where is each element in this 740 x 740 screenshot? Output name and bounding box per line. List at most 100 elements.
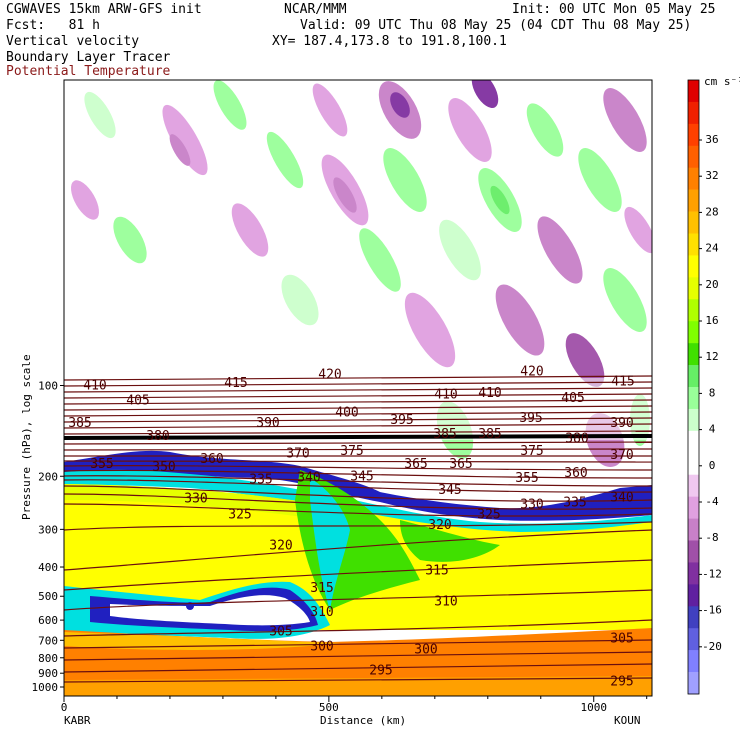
colorbar-label: -8: [705, 531, 718, 544]
header-org: NCAR/MMM: [284, 2, 347, 17]
field-vertical-velocity: Vertical velocity: [6, 34, 140, 49]
colorbar-cell: [688, 211, 699, 234]
theta-label: 355: [90, 457, 113, 472]
x-axis: 0 500 1000: [61, 696, 648, 714]
theta-label: 405: [561, 391, 584, 406]
colorbar-cell: [688, 365, 699, 388]
colorbar-cell: [688, 606, 699, 629]
y-tick-label: 400: [38, 561, 58, 574]
colorbar-label: 0: [709, 459, 716, 472]
colorbar-label: 16: [705, 314, 718, 327]
x-tick-label: 0: [61, 701, 68, 714]
theta-label: 385: [68, 416, 91, 431]
theta-label: 410: [83, 379, 106, 394]
theta-label: 370: [286, 446, 309, 461]
colorbar-label: 24: [705, 242, 719, 255]
colorbar-label: 20: [705, 278, 718, 291]
theta-label: 385: [478, 427, 501, 442]
theta-label: 335: [249, 472, 272, 487]
colorbar-cell: [688, 80, 699, 103]
colorbar-cell: [688, 321, 699, 344]
colorbar-cell: [688, 189, 699, 212]
colorbar-cell: [688, 167, 699, 190]
colorbar-cell: [688, 277, 699, 300]
theta-label: 360: [200, 452, 223, 467]
theta-label: 340: [297, 471, 320, 486]
theta-label: 415: [224, 376, 247, 391]
theta-label: 370: [610, 448, 633, 463]
y-axis-label: Pressure (hPa), log scale: [20, 354, 33, 520]
y-tick-label: 500: [38, 590, 58, 603]
theta-label: 410: [478, 386, 501, 401]
colorbar-label: 32: [705, 169, 718, 182]
colorbar-cell: [688, 628, 699, 651]
colorbar: 36 32 28 24 20 16 12 8 4 0 -4 -8 -12 -16 -20: [687, 79, 722, 695]
theta-label: 380: [146, 429, 169, 444]
colorbar-cell: [688, 387, 699, 410]
theta-label: 350: [152, 460, 175, 475]
theta-label: 375: [340, 444, 363, 459]
theta-label: 390: [610, 416, 633, 431]
theta-label: 385: [433, 427, 456, 442]
theta-label: 305: [610, 631, 633, 646]
colorbar-label: -20: [702, 640, 722, 653]
colorbar-cell: [688, 408, 699, 432]
theta-label: 400: [335, 406, 358, 421]
theta-label: 295: [610, 675, 633, 690]
theta-label: 365: [449, 457, 472, 472]
theta-label: 325: [228, 508, 251, 523]
theta-label: 320: [428, 518, 451, 533]
theta-label: 315: [310, 581, 333, 596]
y-tick-label: 600: [38, 614, 58, 627]
colorbar-cell: [688, 343, 699, 366]
colorbar-label: 8: [709, 386, 716, 399]
colorbar-label: 36: [705, 133, 718, 146]
colorbar-unit: cm s⁻¹: [704, 75, 740, 88]
theta-label: 295: [369, 663, 392, 678]
header-fcst: Fcst: 81 h: [6, 18, 100, 33]
field-boundary-layer-tracer: Boundary Layer Tracer: [6, 50, 171, 65]
theta-label: 390: [256, 416, 279, 431]
colorbar-label: -4: [705, 495, 719, 508]
colorbar-cell: [688, 672, 699, 695]
x-tick-label: 500: [319, 701, 339, 714]
theta-label: 300: [414, 642, 437, 657]
header-title: CGWAVES 15km ARW-GFS init: [6, 2, 202, 17]
colorbar-cell: [688, 650, 699, 673]
colorbar-cell: [688, 474, 699, 497]
theta-label: 365: [404, 457, 427, 472]
colorbar-label: -12: [702, 567, 722, 580]
theta-label: 360: [564, 466, 587, 481]
x-tick-label: 1000: [580, 701, 607, 714]
colorbar-label: 12: [705, 350, 718, 363]
header-xy: XY= 187.4,173.8 to 191.8,100.1: [272, 34, 507, 49]
colorbar-cell: [688, 518, 699, 541]
potential-temperature-labels: 410 405 415 420 420 415 410 410 405 400 395 395 390 3…: [68, 365, 634, 690]
theta-label: 420: [318, 368, 341, 383]
theta-label: 395: [390, 413, 413, 428]
theta-label: 330: [184, 491, 207, 506]
theta-label: 315: [425, 563, 448, 578]
theta-label: 375: [520, 444, 543, 459]
colorbar-cell: [688, 496, 699, 519]
colorbar-cell: [688, 430, 699, 454]
colorbar-cell: [688, 123, 699, 147]
colorbar-cell: [688, 255, 699, 278]
theta-label: 320: [269, 539, 292, 554]
theta-label: 345: [438, 483, 461, 498]
theta-label: 310: [310, 605, 333, 620]
colorbar-cell: [688, 452, 699, 476]
theta-label: 330: [520, 497, 543, 512]
theta-label: 310: [434, 594, 457, 609]
colorbar-cell: [688, 145, 699, 169]
endpoint-right: KOUN: [614, 714, 641, 727]
theta-label: 395: [519, 411, 542, 426]
colorbar-cell: [688, 562, 699, 585]
colorbar-label: 4: [709, 423, 716, 436]
field-potential-temperature: Potential Temperature: [6, 64, 171, 79]
theta-label: 415: [611, 375, 634, 390]
theta-label: 380: [565, 432, 588, 447]
potential-temperature-contours: [64, 375, 652, 683]
y-tick-label: 700: [38, 634, 58, 647]
